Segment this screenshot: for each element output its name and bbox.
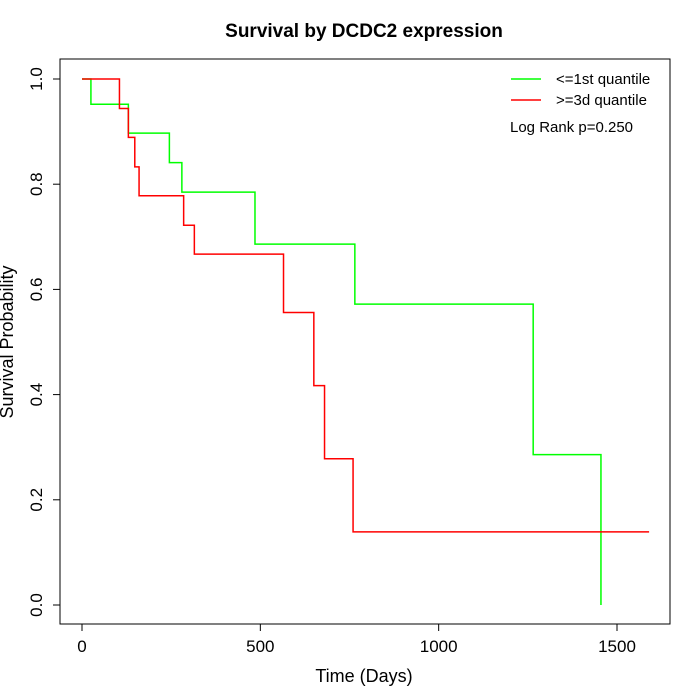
legend: <=1st quantile >=3d quantile [511,71,650,109]
y-tick-label: 0.8 [27,172,46,196]
x-tick-label: 1000 [420,637,458,656]
y-tick-label: 0.2 [27,488,46,512]
y-tick-label: 0.6 [27,278,46,302]
survival-curve-high [82,78,650,533]
x-tick-label: 1500 [598,637,636,656]
y-tick-label: 0.0 [27,593,46,617]
x-axis: 0 500 1000 1500 [77,623,636,656]
y-tick-label: 0.4 [27,383,46,407]
chart-title: Survival by DCDC2 expression [225,21,503,42]
y-axis: 0.0 0.2 0.4 0.6 0.8 1.0 [27,67,61,617]
plot-frame [59,58,671,625]
series-layer [82,78,650,605]
legend-label-low: <=1st quantile [556,71,650,88]
survival-curve-low [82,78,602,605]
log-rank-annotation: Log Rank p=0.250 [510,119,633,136]
x-axis-label: Time (Days) [315,666,412,686]
y-tick-label: 1.0 [27,67,46,91]
x-tick-label: 0 [77,637,86,656]
y-axis-label: Survival Probability [0,265,17,418]
legend-label-high: >=3d quantile [556,92,647,109]
x-tick-label: 500 [246,637,274,656]
